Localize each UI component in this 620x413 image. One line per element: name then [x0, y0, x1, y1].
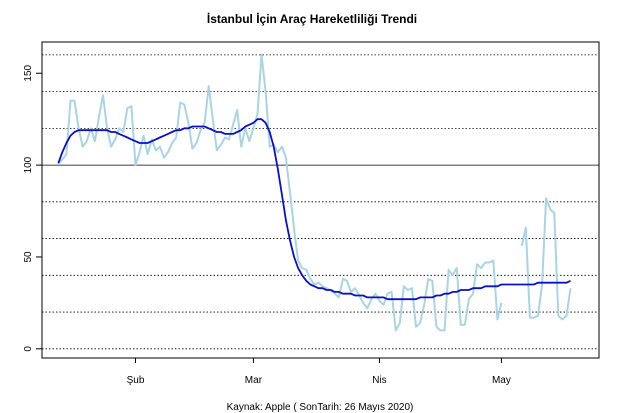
trend-series [57, 118, 571, 301]
x-axis: Şub Mar Nis May [127, 358, 511, 386]
y-tick-label: 50 [23, 251, 34, 263]
series-layer [57, 53, 572, 332]
y-axis: 0 50 100 150 [23, 64, 42, 352]
y-tick-label: 150 [23, 64, 34, 81]
x-tick-label: May [492, 375, 511, 386]
x-tick-label: Mar [245, 375, 263, 386]
x-tick-label: Nis [372, 375, 386, 386]
x-tick-label: Şub [127, 375, 145, 386]
reference-lines [42, 54, 599, 350]
daily-mobility-series [520, 197, 572, 321]
y-tick-label: 0 [23, 346, 34, 352]
source-caption: Kaynak: Apple ( SonTarih: 26 Mayıs 2020) [227, 402, 414, 413]
plot-frame [41, 41, 600, 359]
y-tick-label: 100 [23, 156, 34, 173]
daily-mobility-series [57, 53, 503, 332]
chart-title: İstanbul İçin Araç Hareketliliği Trendi [207, 11, 417, 26]
